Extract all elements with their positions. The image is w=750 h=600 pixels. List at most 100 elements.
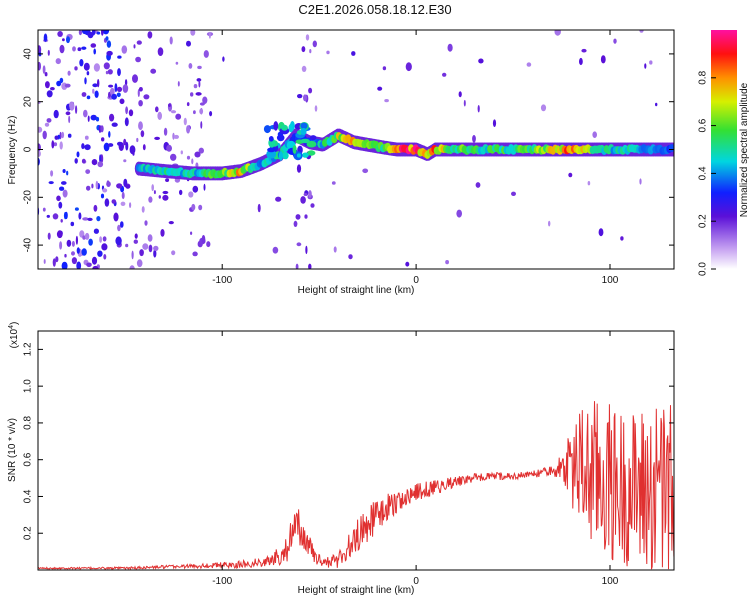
spectrogram-noise-cell	[125, 106, 128, 115]
spectrogram-noise-cell	[111, 122, 118, 127]
spectrogram-noise-cell	[132, 74, 138, 83]
spectrogram-noise-cell	[116, 92, 121, 98]
spectrogram-noise-cell	[195, 92, 202, 96]
spectrogram-noise-cell	[382, 66, 387, 71]
spectrogram-noise-cell	[102, 236, 107, 242]
snr-panel: -100 0 100 0.2 0.4 0.6 0.8 1.0 1.2 Height of str…	[7, 322, 675, 596]
spectrogram-noise-cell	[97, 79, 100, 88]
spectrogram-y-tick-label: -20	[23, 190, 34, 205]
spectrogram-noise-cell	[92, 88, 95, 94]
spectrogram-noise-cell	[38, 61, 41, 71]
spectrogram-noise-cell	[275, 196, 282, 202]
spectrogram-noise-cell	[208, 31, 211, 39]
spectrogram-noise-cell	[199, 108, 204, 115]
spectrogram-noise-cell	[140, 130, 145, 138]
spectrogram-noise-cell	[53, 142, 58, 147]
spectrogram-noise-cell	[186, 102, 190, 107]
spectrogram-noise-cell	[581, 48, 587, 53]
spectrogram-noise-cell	[139, 249, 144, 257]
spectrogram-noise-cell	[50, 87, 55, 91]
spectrogram-noise-cell	[147, 234, 153, 242]
spectrogram-noise-cell	[78, 30, 82, 36]
colorbar-tick-label: 0.8	[698, 70, 709, 84]
spectrogram-noise-cell	[150, 68, 157, 74]
spectrogram-noise-cell	[620, 236, 624, 241]
spectrogram-noise-cell	[166, 144, 173, 152]
spectrogram-noise-cell	[99, 236, 102, 243]
spectrogram-noise-cell	[106, 180, 110, 186]
spectrogram-marks	[38, 30, 674, 269]
snr-y-tick-label: 0.4	[23, 489, 34, 503]
spectrogram-noise-cell	[203, 50, 209, 58]
spectrogram-noise-cell	[179, 189, 183, 196]
spectrogram-noise-cell	[84, 77, 87, 85]
spectrogram-cluster-cell	[302, 152, 309, 158]
spectrogram-y-label: Frequency (Hz)	[7, 116, 18, 185]
spectrogram-noise-cell	[333, 246, 337, 253]
spectrogram-noise-cell	[180, 150, 183, 155]
spectrogram-noise-cell	[53, 109, 59, 119]
spectrogram-noise-cell	[76, 151, 80, 158]
spectrogram-noise-cell	[192, 185, 199, 193]
spectrogram-noise-cell	[48, 181, 54, 185]
spectrogram-noise-cell	[456, 209, 463, 218]
spectrogram-noise-cell	[93, 48, 96, 55]
spectrogram-y-tick-label: 20	[23, 96, 34, 108]
spectrogram-noise-cell	[132, 151, 135, 156]
spectrogram-noise-cell	[158, 195, 161, 199]
spectrogram-noise-cell	[129, 265, 135, 269]
spectrogram-noise-cell	[478, 58, 484, 64]
spectrogram-cluster-cell	[268, 136, 274, 142]
spectrogram-cluster-cell	[263, 125, 271, 134]
spectrogram-noise-cell	[61, 261, 68, 269]
spectrogram-noise-cell	[71, 240, 75, 247]
spectrogram-noise-cell	[62, 169, 66, 173]
spectrogram-noise-cell	[196, 78, 202, 82]
spectrogram-noise-cell	[144, 220, 148, 226]
spectrogram-noise-cell	[151, 184, 154, 192]
snr-y-multiplier-base: (x10	[9, 328, 20, 348]
spectrogram-cluster-cell	[278, 151, 283, 161]
spectrogram-noise-cell	[405, 62, 412, 72]
spectrogram-noise-cell	[157, 47, 164, 56]
spectrogram-noise-cell	[79, 59, 84, 67]
snr-marks	[38, 401, 674, 570]
spectrogram-noise-cell	[115, 236, 122, 246]
spectrogram-noise-cell	[308, 190, 312, 198]
spectrogram-noise-cell	[160, 229, 165, 237]
spectrogram-noise-cell	[46, 118, 52, 123]
spectrogram-noise-cell	[44, 122, 50, 127]
spectrogram-noise-cell	[108, 131, 111, 138]
spectrogram-noise-cell	[295, 214, 301, 220]
spectrogram-noise-cell	[598, 228, 604, 237]
spectrogram-noise-cell	[97, 250, 103, 257]
spectrogram-noise-cell	[222, 56, 225, 62]
spectrogram-noise-cell	[445, 260, 449, 265]
spectrogram-noise-cell	[492, 119, 497, 127]
spectrogram-noise-cell	[76, 261, 82, 269]
spectrogram-noise-cell	[95, 180, 99, 190]
spectrogram-y-tick-label: 0	[23, 146, 34, 152]
figure-title: C2E1.2026.058.18.12.E30	[298, 2, 452, 17]
spectrogram-noise-cell	[305, 245, 308, 255]
spectrogram-noise-cell	[301, 65, 307, 72]
spectrogram-noise-cell	[526, 62, 532, 67]
spectrogram-noise-cell	[331, 181, 336, 185]
spectrogram-noise-cell	[613, 38, 617, 44]
spectrogram-noise-cell	[442, 72, 447, 77]
spectrogram-noise-cell	[82, 235, 86, 240]
spectrogram-noise-cell	[308, 263, 312, 269]
spectrogram-noise-cell	[170, 110, 177, 114]
spectrogram-noise-cell	[72, 46, 76, 52]
spectrogram-noise-cell	[639, 178, 642, 185]
spectrogram-cluster-cell	[267, 147, 276, 153]
spectrogram-noise-cell	[116, 86, 123, 92]
spectrogram-noise-cell	[362, 168, 369, 174]
spectrogram-ridge-cell	[668, 144, 674, 153]
spectrogram-noise-cell	[193, 84, 198, 89]
spectrogram-axes: -100 0 100 -40 -20 0 20 40	[23, 30, 674, 286]
spectrogram-noise-cell	[117, 141, 123, 146]
spectrogram-noise-cell	[209, 111, 213, 117]
spectrogram-noise-cell	[71, 257, 77, 265]
spectrogram-noise-cell	[301, 46, 306, 53]
